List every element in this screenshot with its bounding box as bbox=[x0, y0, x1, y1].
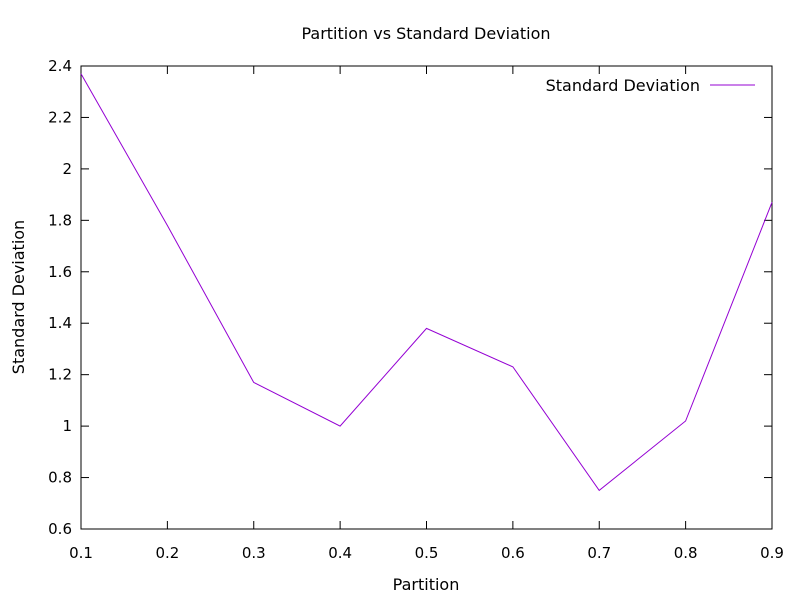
y-axis: 0.6 0.8 1 1.2 1.4 1.6 1.8 2 2.2 2.4 bbox=[48, 57, 772, 538]
y-tick-label: 0.6 bbox=[48, 520, 72, 538]
legend: Standard Deviation bbox=[546, 76, 755, 95]
legend-label: Standard Deviation bbox=[546, 76, 700, 95]
y-tick-label: 2.2 bbox=[48, 108, 72, 126]
x-axis-title: Partition bbox=[393, 575, 460, 594]
chart-title: Partition vs Standard Deviation bbox=[301, 24, 550, 43]
x-tick-label: 0.9 bbox=[760, 544, 784, 562]
y-tick-label: 1 bbox=[62, 417, 72, 435]
y-tick-label: 1.6 bbox=[48, 263, 72, 281]
x-tick-label: 0.5 bbox=[415, 544, 439, 562]
x-axis: 0.1 0.2 0.3 0.4 0.5 0.6 0.7 0.8 0.9 bbox=[69, 66, 784, 562]
y-tick-label: 1.8 bbox=[48, 211, 72, 229]
x-tick-label: 0.1 bbox=[69, 544, 93, 562]
series-layer bbox=[80, 73, 773, 492]
plot-frame bbox=[80, 65, 773, 530]
x-tick-label: 0.2 bbox=[155, 544, 179, 562]
x-tick-label: 0.6 bbox=[501, 544, 525, 562]
y-tick-label: 2 bbox=[62, 160, 72, 178]
series-line bbox=[80, 73, 773, 492]
x-tick-label: 0.3 bbox=[242, 544, 266, 562]
x-tick-label: 0.7 bbox=[587, 544, 611, 562]
y-tick-label: 0.8 bbox=[48, 469, 72, 487]
x-tick-label: 0.8 bbox=[674, 544, 698, 562]
y-tick-label: 2.4 bbox=[48, 57, 72, 75]
x-tick-label: 0.4 bbox=[328, 544, 352, 562]
y-axis-title: Standard Deviation bbox=[9, 220, 28, 374]
y-tick-label: 1.2 bbox=[48, 366, 72, 384]
y-tick-label: 1.4 bbox=[48, 314, 72, 332]
